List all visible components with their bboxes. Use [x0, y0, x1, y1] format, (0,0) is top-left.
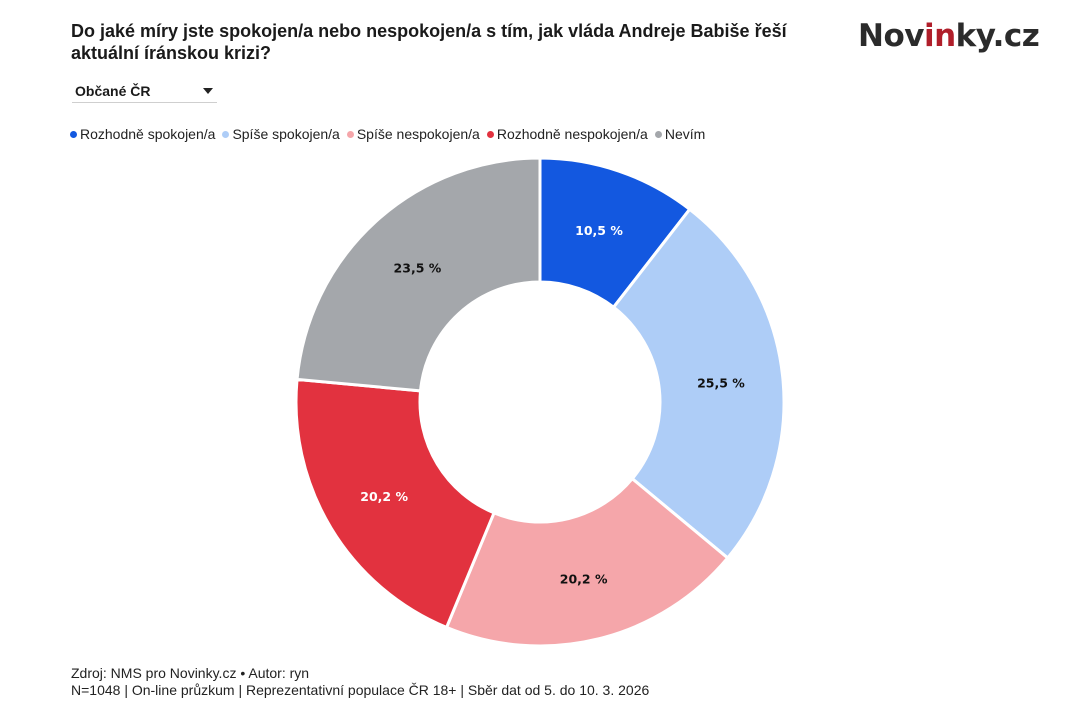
data-label: 10,5 %: [575, 223, 623, 238]
donut-slice[interactable]: [612, 207, 786, 560]
legend-item[interactable]: Spíše nespokojen/a: [346, 126, 480, 142]
donut-slice[interactable]: [295, 156, 542, 393]
donut-slice[interactable]: [294, 377, 496, 629]
data-label: 25,5 %: [697, 375, 745, 390]
legend-dot-icon: [222, 130, 230, 138]
legend-label: Nevím: [664, 126, 706, 142]
data-label: 23,5 %: [394, 260, 442, 275]
population-select-value: Občané ČR: [75, 83, 151, 99]
logo-text-accent: in: [923, 18, 956, 54]
legend-label: Rozhodně spokojen/a: [80, 126, 216, 142]
legend-dot-icon: [70, 130, 77, 138]
logo-text-suffix: ky.cz: [955, 18, 1040, 54]
legend-label: Spíše spokojen/a: [232, 126, 340, 142]
legend-dot-icon: [346, 130, 354, 138]
data-label: 20,2 %: [560, 572, 608, 587]
source-line: Zdroj: NMS pro Novinky.cz • Autor: ryn: [71, 665, 310, 681]
donut-slice[interactable]: [538, 156, 692, 309]
legend-dot-icon: [654, 130, 662, 138]
population-select[interactable]: Občané ČR: [72, 80, 217, 103]
chart-title: Do jaké míry jste spokojen/a nebo nespok…: [71, 21, 787, 63]
legend-label: Spíše nespokojen/a: [356, 126, 480, 142]
legend-item[interactable]: Spíše spokojen/a: [222, 126, 340, 142]
legend-dot-icon: [486, 130, 494, 138]
chart-footer: Zdroj: NMS pro Novinky.cz • Autor: ryn N…: [71, 665, 649, 699]
donut-slice[interactable]: [445, 477, 730, 648]
logo-text-prefix: Nov: [858, 18, 924, 54]
legend-item[interactable]: Rozhodně spokojen/a: [70, 126, 215, 142]
chevron-down-icon: [203, 88, 213, 94]
methodology-line: N=1048 | On-line průzkum | Reprezentativ…: [71, 682, 650, 698]
chart-legend: Rozhodně spokojen/a Spíše spokojen/a Spíše…: [70, 126, 712, 142]
legend-label: Rozhodně nespokojen/a: [496, 126, 648, 142]
data-label: 20,2 %: [360, 489, 408, 504]
legend-item[interactable]: Rozhodně nespokojen/a: [486, 126, 648, 142]
legend-item[interactable]: Nevím: [654, 126, 706, 142]
novinky-logo[interactable]: Novinky.cz: [858, 18, 1040, 54]
